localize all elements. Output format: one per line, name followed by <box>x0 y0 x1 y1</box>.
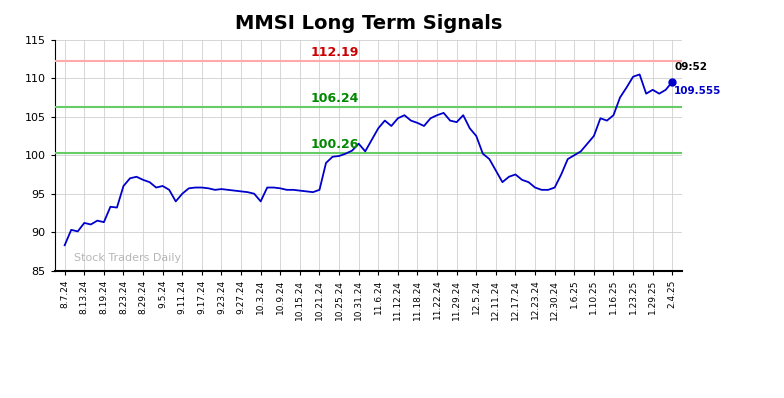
Text: 109.555: 109.555 <box>674 86 721 96</box>
Text: 106.24: 106.24 <box>310 92 358 105</box>
Title: MMSI Long Term Signals: MMSI Long Term Signals <box>234 14 503 33</box>
Text: 09:52: 09:52 <box>674 62 707 72</box>
Text: 112.19: 112.19 <box>310 46 358 59</box>
Text: 100.26: 100.26 <box>310 138 358 151</box>
Text: Stock Traders Daily: Stock Traders Daily <box>74 253 182 263</box>
